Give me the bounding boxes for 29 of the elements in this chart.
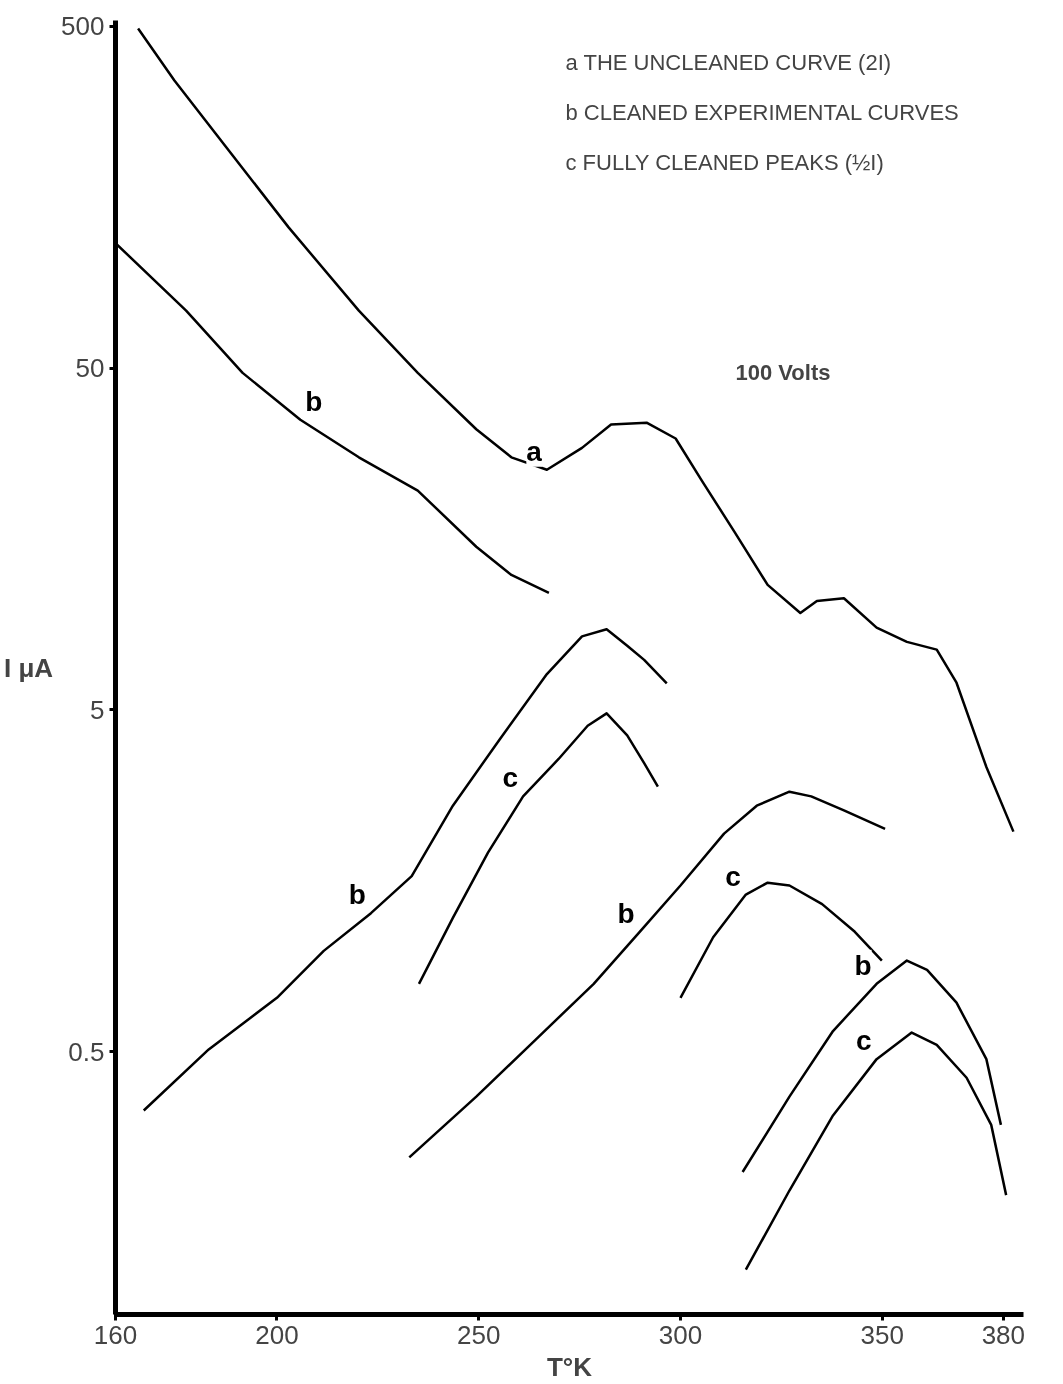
y-tick-label: 500	[61, 11, 105, 42]
x-tick-label: 200	[255, 1319, 299, 1350]
y-tick-label: 5	[90, 694, 105, 725]
x-tick-label: 250	[457, 1319, 501, 1350]
x-tick-label: 300	[658, 1319, 703, 1350]
series-label: c	[502, 762, 519, 794]
series-label: c	[725, 860, 741, 892]
line-series	[417, 712, 660, 986]
annotation: a THE UNCLEANED CURVE (2I)	[565, 49, 892, 75]
annotation: b CLEANED EXPERIMENTAL CURVES	[565, 99, 959, 125]
x-tick-label: 160	[93, 1319, 138, 1350]
series-label: b	[617, 897, 635, 929]
series-label: b	[305, 385, 323, 417]
series-label: a	[526, 435, 543, 467]
line-series	[744, 1031, 1008, 1271]
annotation: 100 Volts	[735, 359, 831, 385]
y-tick-label: 50	[75, 353, 105, 384]
series-label: c	[856, 1025, 872, 1057]
x-tick-label: 350	[860, 1319, 904, 1350]
line-series	[408, 790, 887, 1159]
annotation: c FULLY CLEANED PEAKS (½I)	[565, 149, 884, 175]
y-axis-title: I μA	[3, 652, 54, 683]
line-series	[136, 27, 1015, 833]
series-label: b	[348, 879, 366, 911]
series-label: b	[854, 949, 872, 981]
x-axis-title: T°K	[546, 1351, 593, 1382]
x-tick-label: 380	[981, 1319, 1026, 1350]
line-series	[142, 628, 669, 1112]
y-tick-label: 0.5	[68, 1036, 105, 1067]
